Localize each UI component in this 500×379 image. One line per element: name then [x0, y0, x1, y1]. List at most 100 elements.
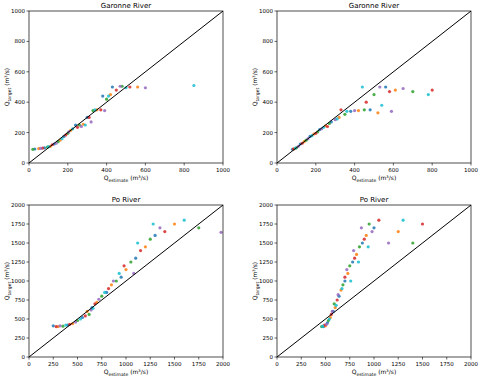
y-tick: [275, 243, 278, 244]
plot-area: [29, 205, 223, 357]
y-tick-label: 1250: [11, 259, 25, 265]
y-tick: [27, 357, 30, 358]
point: [219, 231, 222, 234]
point: [357, 260, 360, 263]
y-tick: [275, 11, 278, 12]
y-tick: [275, 319, 278, 320]
x-tick-label: 400: [349, 167, 360, 173]
point: [369, 108, 372, 111]
panel: Garonne River020040060080010000200400600…: [251, 2, 478, 183]
panel: Po River02505007501000125015001750200002…: [3, 196, 230, 377]
point: [163, 230, 166, 233]
point: [427, 93, 430, 96]
point: [365, 101, 368, 104]
y-tick-label: 1500: [11, 240, 25, 246]
point: [388, 90, 391, 93]
y-tick-label: 0: [22, 354, 26, 360]
x-tick: [223, 163, 224, 166]
x-tick: [398, 357, 399, 360]
x-tick: [67, 163, 68, 166]
x-tick: [77, 357, 78, 360]
y-tick: [275, 41, 278, 42]
point: [80, 125, 83, 128]
point: [154, 234, 157, 237]
x-tick: [471, 163, 472, 166]
point: [134, 257, 137, 260]
frame: [277, 11, 471, 163]
y-tick: [27, 205, 30, 206]
point: [349, 279, 352, 282]
y-tick: [275, 262, 278, 263]
point: [84, 314, 87, 317]
x-axis-label: Qestimate (m³/s): [104, 174, 149, 183]
y-tick-label: 0: [22, 160, 26, 166]
point: [115, 279, 118, 282]
y-axis-label: Qtarget (m³/s): [3, 68, 12, 106]
plot-area: [29, 11, 223, 163]
y-tick-label: 0: [270, 354, 274, 360]
x-tick-label: 800: [427, 167, 438, 173]
point: [357, 109, 360, 112]
y-tick-label: 2000: [11, 202, 25, 208]
point: [111, 85, 114, 88]
x-tick: [315, 163, 316, 166]
y-tick-label: 200: [15, 130, 26, 136]
point: [372, 93, 375, 96]
point: [361, 241, 364, 244]
x-tick: [277, 163, 278, 166]
y-tick: [27, 41, 30, 42]
y-tick-label: 600: [263, 69, 274, 75]
point: [397, 230, 400, 233]
title: Po River: [112, 196, 141, 204]
y-tick: [27, 338, 30, 339]
x-tick-label: 750: [345, 361, 356, 367]
point: [103, 109, 106, 112]
point: [88, 313, 91, 316]
point: [345, 110, 348, 113]
y-axis-label: Qtarget (m³/s): [251, 262, 260, 300]
point: [55, 325, 58, 328]
frame: [277, 205, 471, 357]
x-tick-label: 500: [320, 361, 331, 367]
x-tick: [325, 357, 326, 360]
x-tick: [349, 357, 350, 360]
reference-line: [277, 11, 471, 163]
point: [103, 291, 106, 294]
x-tick-label: 0: [27, 361, 31, 367]
x-axis-label: Qestimate (m³/s): [352, 174, 397, 183]
y-tick: [275, 205, 278, 206]
x-tick-label: 1250: [143, 361, 157, 367]
y-tick: [27, 262, 30, 263]
point: [107, 287, 110, 290]
point: [387, 241, 390, 244]
point: [376, 111, 379, 114]
x-tick-label: 500: [72, 361, 83, 367]
y-tick: [275, 163, 278, 164]
point: [173, 222, 176, 225]
x-tick: [150, 357, 151, 360]
reference-line: [29, 205, 223, 357]
y-tick-label: 2000: [259, 202, 273, 208]
point: [97, 298, 100, 301]
point: [136, 241, 139, 244]
point: [351, 260, 354, 263]
y-tick-label: 250: [15, 335, 26, 341]
figure: Garonne River020040060080010000200400600…: [0, 0, 500, 379]
x-tick: [354, 163, 355, 166]
point: [343, 276, 346, 279]
y-tick-label: 1000: [11, 278, 25, 284]
point: [368, 222, 371, 225]
point: [120, 276, 123, 279]
y-tick: [27, 163, 30, 164]
point: [325, 323, 328, 326]
panel: Garonne River020040060080010000200400600…: [3, 2, 230, 183]
y-tick-label: 500: [15, 316, 26, 322]
reference-line: [29, 11, 223, 163]
point: [328, 317, 331, 320]
title: Garonne River: [349, 2, 399, 10]
x-tick-label: 0: [275, 167, 279, 173]
point: [339, 108, 342, 111]
y-tick: [275, 132, 278, 133]
point: [197, 226, 200, 229]
point: [144, 86, 147, 89]
